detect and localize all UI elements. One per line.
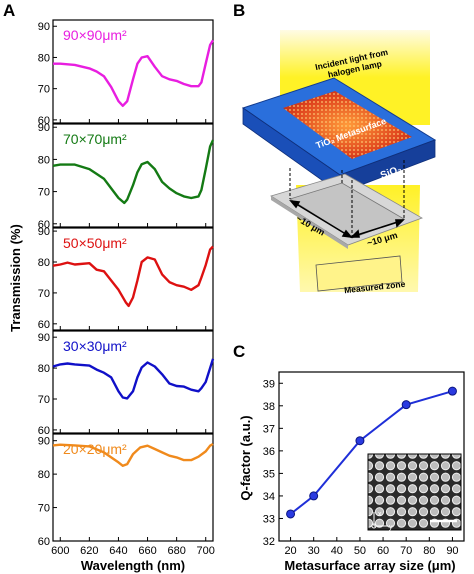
y-tick-label: 35: [263, 468, 275, 480]
projection-plane-edge: [271, 196, 348, 249]
x-tick-label: 660: [138, 545, 156, 557]
subplot-frame-0: [52, 19, 214, 124]
subplot-label-2: 50×50μm²: [63, 235, 127, 251]
y-tick-label: 34: [263, 491, 275, 503]
panel-c-q-factor-chart: 32 33 34 35 36 37 38 39 20 30 40 50 60 70 80 90: [263, 371, 465, 557]
y-tick-label: 80: [38, 154, 50, 166]
y-tick-label: 90: [38, 21, 50, 33]
y-tick-label: 60: [38, 115, 50, 127]
y-tick-label: 70: [38, 187, 50, 199]
y-tick-label: 36: [263, 446, 275, 458]
inset-x-label: x: [378, 511, 382, 518]
q-factor-point: [286, 509, 296, 519]
y-tick-label: 60: [38, 219, 50, 231]
panel-label-b: B: [233, 1, 245, 20]
y-tick-label: 37: [263, 423, 275, 435]
subplot-label-0: 90×90μm²: [63, 27, 127, 43]
y-tick-label: 60: [38, 536, 50, 548]
y-tick-label: 90: [38, 122, 50, 134]
spectrum-line-3: [52, 358, 215, 400]
subplot-label-4: 20×20μm²: [63, 441, 127, 457]
x-tick-label: 640: [109, 545, 127, 557]
x-tick-label: 60: [377, 545, 389, 557]
measured-zone: [315, 255, 403, 292]
q-factor-point: [355, 436, 365, 446]
y-tick-label: 70: [38, 394, 50, 406]
y-tick-label: 90: [38, 436, 50, 448]
x-tick-label: 700: [197, 545, 215, 557]
y-tick-label: 70: [38, 503, 50, 515]
subplot-frame-4: [52, 433, 214, 542]
y-tick-label: 70: [38, 288, 50, 300]
sem-image: [367, 453, 462, 531]
panel-label-c: C: [233, 342, 245, 361]
y-tick-label: 38: [263, 401, 275, 413]
xy-axes-icon: [371, 512, 388, 529]
metasurface-pattern: [283, 91, 412, 159]
spectrum-line-0: [53, 39, 215, 107]
q-factor-point: [401, 400, 411, 410]
subplot-frame-3: [52, 330, 214, 434]
y-tick-label: 90: [38, 332, 50, 344]
x-tick-label: 30: [308, 545, 320, 557]
y-tick-label: 80: [38, 469, 50, 481]
panel-c-x-axis-label: Metasurface array size (μm): [284, 558, 455, 573]
y-tick-label: 32: [263, 536, 275, 548]
y-tick-label: 33: [263, 513, 275, 525]
panel-label-a: A: [3, 1, 15, 20]
dimension-arrow-a: [292, 201, 350, 237]
spectrum-line-2: [52, 245, 214, 308]
inset-y-label: y: [389, 524, 393, 531]
y-tick-label: 70: [38, 84, 50, 96]
spectrum-line-4: [52, 442, 214, 467]
x-tick-label: 680: [167, 545, 185, 557]
y-tick-label: 80: [38, 257, 50, 269]
chart-frame: [278, 371, 465, 542]
q-factor-point: [447, 386, 457, 396]
dimension-arrow-b: [353, 220, 402, 237]
sem-inset: x y: [367, 453, 462, 531]
y-tick-label: 39: [263, 378, 275, 390]
y-tick-label: 60: [38, 425, 50, 437]
spectrum-line-1: [52, 139, 215, 205]
y-tick-label: 60: [38, 319, 50, 331]
panel-a-x-axis-label: Wavelength (nm): [81, 558, 185, 573]
x-tick-label: 80: [423, 545, 435, 557]
panel-a-transmission-spectra: 60 70 80 90 90×90μm² 60 70 80 90 70×70μm² 60 70 80 90…: [38, 19, 215, 557]
y-tick-label: 90: [38, 226, 50, 238]
x-tick-label: 600: [51, 545, 69, 557]
x-tick-label: 90: [446, 545, 458, 557]
subplot-label-1: 70×70μm²: [63, 131, 127, 147]
x-tick-label: 70: [400, 545, 412, 557]
x-tick-label: 20: [284, 545, 296, 557]
y-tick-label: 80: [38, 363, 50, 375]
q-factor-point: [309, 491, 319, 501]
panel-c-y-axis-label: Q-factor (a.u.): [238, 415, 253, 500]
x-tick-label: 50: [354, 545, 366, 557]
y-tick-label: 80: [38, 52, 50, 64]
x-tick-label: 40: [331, 545, 343, 557]
panel-b-diagram: Incident light from halogen lamp TiO₂ Me…: [241, 30, 437, 295]
x-tick-label: 620: [80, 545, 98, 557]
subplot-frame-1: [52, 123, 214, 228]
subplot-frame-2: [52, 227, 214, 331]
subplot-label-3: 30×30μm²: [63, 338, 127, 354]
panel-a-y-axis-label: Transmission (%): [8, 224, 23, 332]
